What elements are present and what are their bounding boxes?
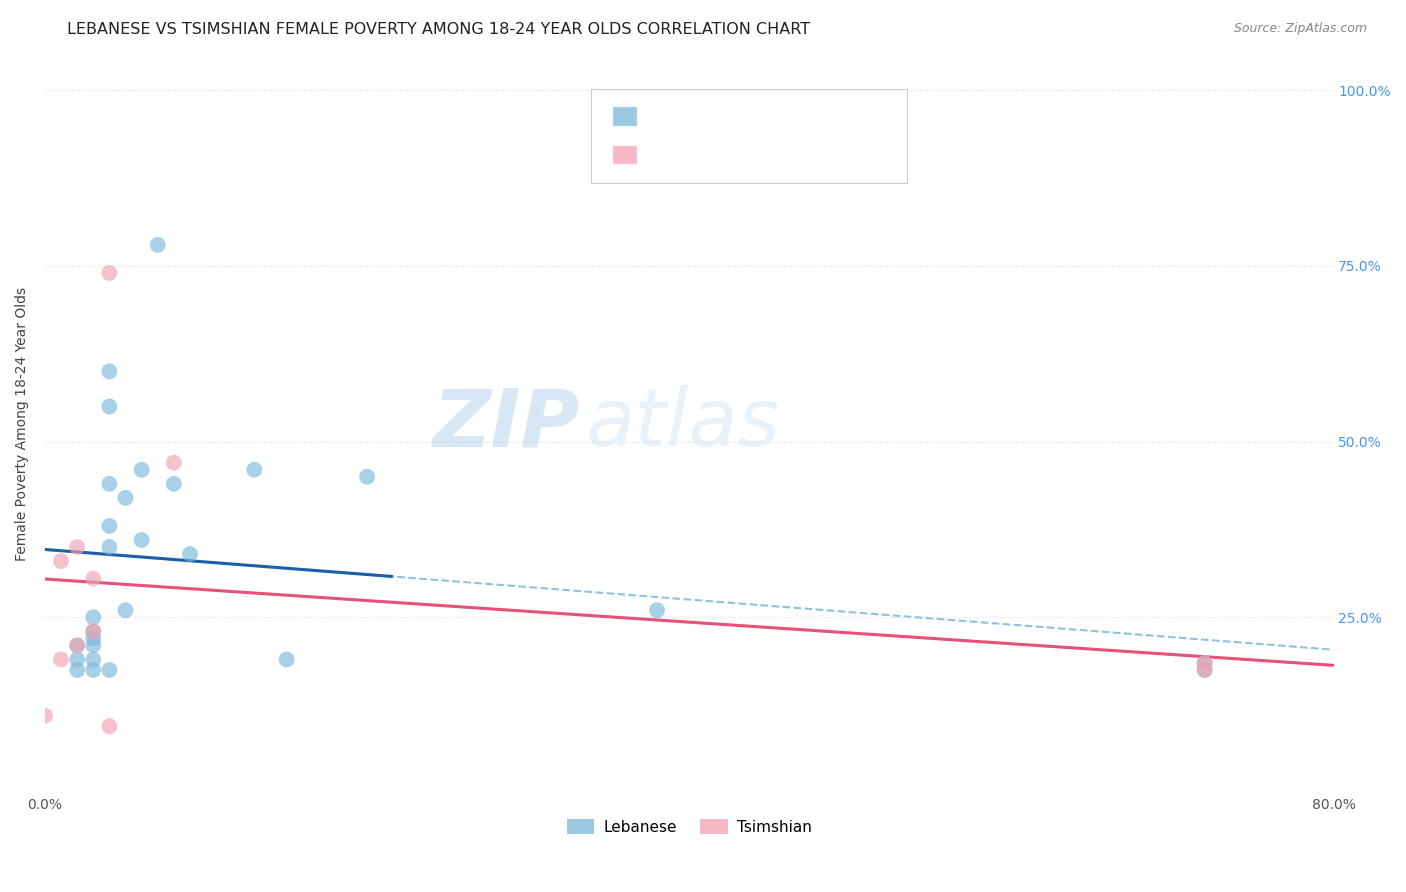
Point — [1194, 656, 1216, 670]
Point — [82, 639, 104, 653]
Point — [131, 463, 153, 477]
Point — [276, 652, 298, 666]
Point — [66, 652, 89, 666]
Point — [163, 476, 186, 491]
Point — [98, 719, 121, 733]
Point — [49, 554, 72, 568]
Point — [1194, 663, 1216, 677]
Point — [131, 533, 153, 547]
Point — [34, 708, 56, 723]
Point — [98, 519, 121, 533]
Point — [356, 469, 378, 483]
Point — [114, 491, 136, 505]
Point — [82, 624, 104, 639]
Point — [82, 610, 104, 624]
Point — [82, 624, 104, 639]
Point — [82, 572, 104, 586]
Point — [82, 632, 104, 646]
Point — [645, 603, 668, 617]
Point — [98, 266, 121, 280]
Point — [98, 476, 121, 491]
Point — [66, 639, 89, 653]
Y-axis label: Female Poverty Among 18-24 Year Olds: Female Poverty Among 18-24 Year Olds — [15, 287, 30, 561]
Point — [179, 547, 201, 561]
Text: LEBANESE VS TSIMSHIAN FEMALE POVERTY AMONG 18-24 YEAR OLDS CORRELATION CHART: LEBANESE VS TSIMSHIAN FEMALE POVERTY AMO… — [67, 22, 811, 37]
Point — [98, 663, 121, 677]
Point — [98, 400, 121, 414]
Point — [49, 652, 72, 666]
Point — [98, 364, 121, 378]
Point — [98, 540, 121, 554]
Text: Source: ZipAtlas.com: Source: ZipAtlas.com — [1233, 22, 1367, 36]
Point — [66, 639, 89, 653]
Point — [146, 238, 169, 252]
Text: R =  0.187   N = 28: R = 0.187 N = 28 — [657, 109, 823, 123]
Point — [163, 456, 186, 470]
Point — [82, 663, 104, 677]
Point — [1194, 663, 1216, 677]
Point — [114, 603, 136, 617]
Text: atlas: atlas — [586, 385, 780, 463]
Text: R = -0.217   N = 12: R = -0.217 N = 12 — [657, 147, 823, 161]
Point — [1194, 656, 1216, 670]
Point — [66, 540, 89, 554]
Point — [82, 652, 104, 666]
Point — [66, 663, 89, 677]
Legend: Lebanese, Tsimshian: Lebanese, Tsimshian — [561, 813, 818, 840]
Point — [243, 463, 266, 477]
Text: ZIP: ZIP — [432, 385, 579, 463]
